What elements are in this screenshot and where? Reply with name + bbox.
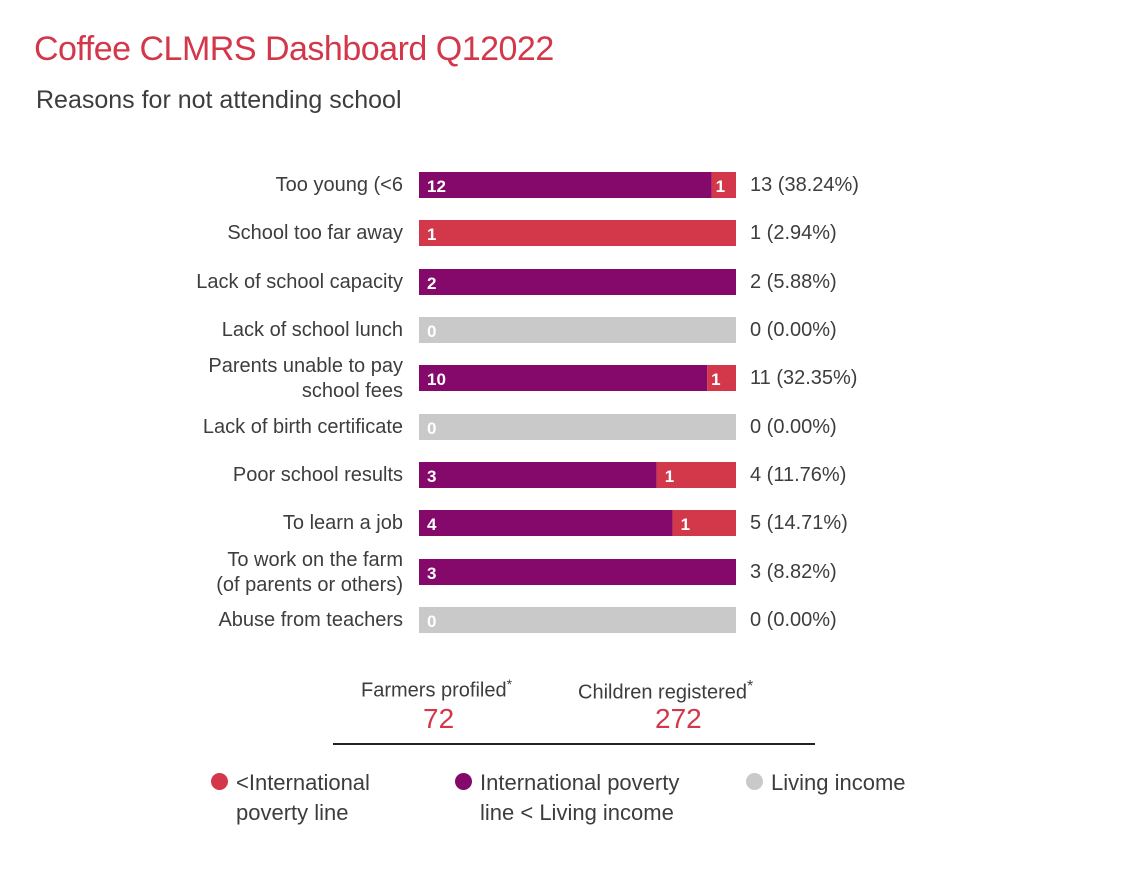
farmers-profiled-value: 72 — [423, 703, 455, 734]
bar-value-label: 12 — [427, 177, 446, 196]
stats-divider — [333, 743, 815, 745]
bar-segment — [419, 317, 736, 343]
bar-value-label: 10 — [427, 370, 446, 389]
bar-value-label: 0 — [427, 322, 436, 341]
bar-total-label: 13 (38.24%) — [750, 174, 859, 196]
legend-dot-icon — [455, 773, 472, 790]
legend-item-between: International poverty line < Living incom… — [455, 768, 679, 828]
bar-value-label: 2 — [427, 274, 436, 293]
bar-value-label: 1 — [716, 177, 725, 196]
bar-total-label: 0 (0.00%) — [750, 609, 837, 631]
bar-value-label: 3 — [427, 467, 436, 486]
legend-line: poverty line — [236, 800, 349, 825]
bar-total-label: 0 (0.00%) — [750, 319, 837, 341]
bar-value-label: 0 — [427, 419, 436, 438]
bar-segment — [419, 607, 736, 633]
category-label: To work on the farm (of parents or others… — [216, 549, 403, 596]
bar-total-label: 5 (14.71%) — [750, 512, 848, 534]
category-label: To learn a job — [283, 512, 403, 534]
category-label: Abuse from teachers — [218, 609, 403, 631]
bar-value-label: 0 — [427, 612, 436, 631]
category-label: Lack of birth certificate — [203, 416, 403, 438]
legend-dot-icon — [746, 773, 763, 790]
bar-segment — [419, 269, 736, 295]
category-label: Lack of school lunch — [222, 319, 403, 341]
category-label: Poor school results — [233, 464, 403, 486]
bar-value-label: 3 — [427, 564, 436, 583]
bar-segment — [419, 510, 673, 536]
farmers-profiled-label: Farmers profiled* — [361, 676, 513, 702]
bar-segment — [419, 365, 708, 391]
bar-value-label: 1 — [681, 515, 690, 534]
bar-total-label: 3 (8.82%) — [750, 561, 837, 583]
bar-value-label: 1 — [427, 225, 436, 244]
bar-segment — [711, 172, 736, 198]
bar-value-label: 1 — [665, 467, 674, 486]
bar-segment — [419, 172, 712, 198]
legend-line: line < Living income — [480, 800, 674, 825]
bar-value-label: 4 — [427, 515, 437, 534]
category-label: School too far away — [227, 222, 403, 244]
legend-line: <International — [236, 770, 370, 795]
children-registered-label: Children registered* — [578, 678, 754, 704]
bar-total-label: 0 (0.00%) — [750, 416, 837, 438]
bar-total-label: 1 (2.94%) — [750, 222, 837, 244]
legend-line: International poverty — [480, 770, 680, 795]
bar-segment — [707, 365, 736, 391]
bar-total-label: 11 (32.35%) — [750, 367, 857, 389]
children-registered-value: 272 — [655, 703, 702, 734]
page-subtitle: Reasons for not attending school — [36, 86, 402, 114]
legend-line: Living income — [771, 770, 906, 795]
bar-segment — [656, 462, 736, 488]
legend-item-living-income: Living income — [746, 768, 906, 798]
category-label: Lack of school capacity — [196, 271, 403, 293]
legend-dot-icon — [211, 773, 228, 790]
page-title: Coffee CLMRS Dashboard Q12022 — [34, 30, 554, 68]
bar-segment — [419, 220, 736, 246]
bar-value-label: 1 — [711, 370, 720, 389]
bar-total-label: 2 (5.88%) — [750, 271, 837, 293]
bar-segment — [419, 462, 657, 488]
legend-item-below-poverty: <International poverty line — [211, 768, 370, 828]
bar-segment — [419, 414, 736, 440]
category-label: Parents unable to pay school fees — [208, 355, 403, 402]
category-label: Too young (<6 — [276, 174, 403, 196]
bar-segment — [672, 510, 736, 536]
bar-total-label: 4 (11.76%) — [750, 464, 846, 486]
bar-segment — [419, 559, 736, 585]
stacked-bar-chart: Too young (<6 12 1 13 (38.24%)School too fa… — [196, 172, 859, 633]
